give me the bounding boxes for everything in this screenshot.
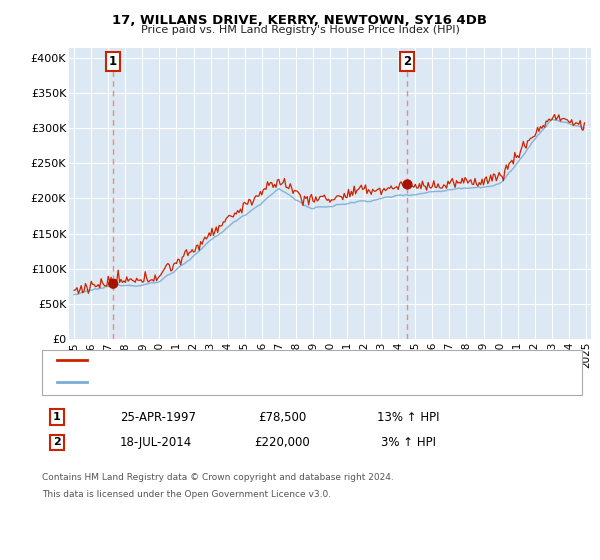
Text: £220,000: £220,000 [254,436,310,449]
Text: 25-APR-1997: 25-APR-1997 [120,410,196,424]
Text: 17, WILLANS DRIVE, KERRY, NEWTOWN, SY16 4DB: 17, WILLANS DRIVE, KERRY, NEWTOWN, SY16 … [113,14,487,27]
Text: 2: 2 [53,437,61,447]
Text: 17, WILLANS DRIVE, KERRY, NEWTOWN, SY16 4DB (detached house): 17, WILLANS DRIVE, KERRY, NEWTOWN, SY16 … [94,355,452,365]
Point [403,180,412,189]
Text: Price paid vs. HM Land Registry's House Price Index (HPI): Price paid vs. HM Land Registry's House … [140,25,460,35]
Text: This data is licensed under the Open Government Licence v3.0.: This data is licensed under the Open Gov… [42,490,331,499]
Text: 13% ↑ HPI: 13% ↑ HPI [377,410,439,424]
Text: 1: 1 [109,55,117,68]
Text: 1: 1 [53,412,61,422]
Point [109,279,118,288]
Text: 2: 2 [403,55,412,68]
Text: 3% ↑ HPI: 3% ↑ HPI [380,436,436,449]
Text: 18-JUL-2014: 18-JUL-2014 [120,436,192,449]
Text: HPI: Average price, detached house, Powys: HPI: Average price, detached house, Powy… [94,377,319,388]
Text: £78,500: £78,500 [258,410,306,424]
Text: Contains HM Land Registry data © Crown copyright and database right 2024.: Contains HM Land Registry data © Crown c… [42,473,394,482]
